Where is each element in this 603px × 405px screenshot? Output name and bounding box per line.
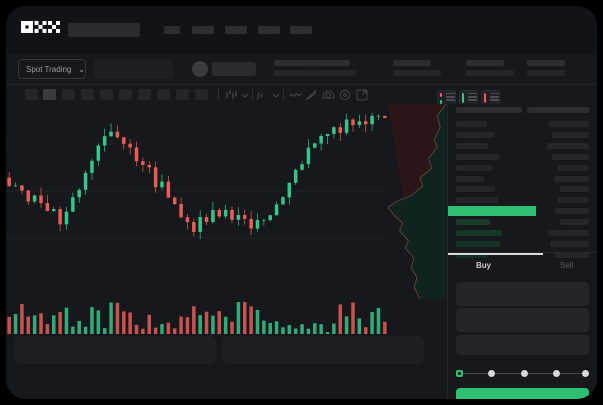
svg-text:fx: fx	[257, 90, 263, 100]
